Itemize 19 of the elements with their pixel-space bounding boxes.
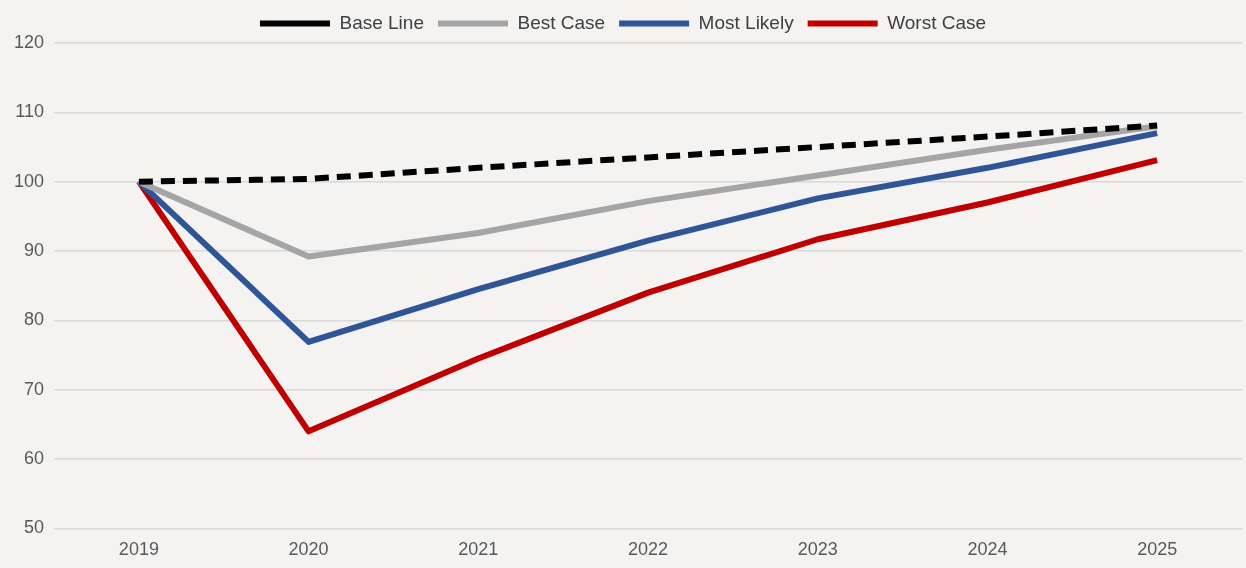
legend-label: Most Likely [698, 11, 795, 33]
x-tick-label: 2025 [1137, 539, 1178, 560]
x-tick-label: 2023 [797, 539, 838, 560]
x-tick-label: 2021 [458, 539, 499, 560]
y-tick-label: 120 [13, 31, 45, 52]
y-tick-label: 50 [24, 517, 45, 538]
x-tick-label: 2022 [627, 539, 669, 560]
y-tick-label: 80 [24, 309, 45, 330]
y-tick-label: 100 [13, 170, 45, 191]
legend-label: Worst Case [887, 11, 987, 33]
y-tick-label: 110 [15, 101, 45, 122]
y-tick-label: 70 [24, 378, 45, 399]
x-tick-label: 2020 [288, 539, 329, 560]
y-tick-label: 60 [24, 448, 45, 469]
x-tick-label: 2019 [118, 539, 159, 560]
x-tick-label: 2024 [967, 539, 1008, 560]
legend-label: Best Case [517, 11, 606, 33]
y-tick-label: 90 [24, 240, 45, 260]
legend-label: Base Line [339, 11, 424, 33]
